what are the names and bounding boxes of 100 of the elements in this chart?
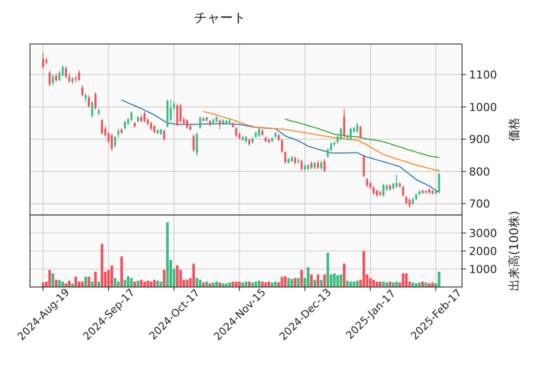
- candlestick: [218, 118, 221, 130]
- bar: [238, 282, 241, 287]
- bar: [215, 282, 218, 287]
- bar: [176, 265, 179, 287]
- y-tick-label: 1100: [469, 68, 497, 82]
- bar: [71, 283, 74, 287]
- candlestick: [280, 138, 284, 154]
- bar: [74, 276, 78, 287]
- candlestick: [360, 125, 362, 139]
- bar: [395, 282, 398, 287]
- candlestick: [396, 174, 398, 188]
- y-tick-label: 700: [469, 198, 490, 211]
- bar: [130, 278, 133, 287]
- bar: [166, 222, 169, 287]
- bar: [114, 278, 116, 287]
- bar: [258, 280, 260, 287]
- y-axis-title: 出来高(100株): [507, 210, 521, 292]
- bar: [192, 264, 195, 287]
- candlestick: [402, 185, 404, 198]
- bar: [251, 282, 254, 287]
- bar: [287, 278, 290, 287]
- candlestick: [163, 129, 166, 141]
- candlestick: [284, 150, 286, 164]
- bar: [107, 270, 110, 287]
- bar: [202, 282, 205, 287]
- candlestick: [356, 122, 358, 134]
- y-tick-label: 1000: [469, 263, 497, 276]
- bar: [388, 282, 392, 287]
- bar: [64, 283, 68, 287]
- y-tick-label: 800: [469, 165, 490, 178]
- candlestick: [192, 134, 195, 153]
- bar: [326, 252, 330, 287]
- bar: [84, 276, 87, 287]
- candlestick: [68, 72, 70, 84]
- candlestick: [48, 70, 51, 87]
- candlestick: [91, 100, 94, 118]
- candlestick: [176, 103, 178, 127]
- candlestick: [62, 65, 64, 78]
- candlestick: [64, 66, 68, 79]
- bar: [306, 267, 310, 287]
- bar: [146, 280, 150, 287]
- bar: [323, 274, 326, 287]
- bar: [369, 278, 372, 287]
- candlestick: [94, 92, 96, 110]
- candlestick: [258, 127, 260, 138]
- candlestick: [52, 74, 54, 86]
- candlestick: [117, 128, 120, 138]
- candlestick: [382, 183, 384, 198]
- bar: [88, 276, 90, 287]
- bar: [58, 280, 61, 287]
- candlestick: [324, 158, 326, 173]
- candlestick: [199, 116, 202, 130]
- candlestick: [88, 94, 90, 108]
- candlestick: [180, 103, 182, 123]
- bar: [362, 251, 366, 287]
- candlestick: [366, 177, 368, 188]
- bar: [352, 282, 356, 287]
- bar: [244, 282, 248, 287]
- candlestick: [58, 70, 60, 82]
- bar: [68, 280, 71, 287]
- candlestick: [78, 70, 80, 82]
- bar: [274, 282, 277, 287]
- bar: [179, 270, 182, 287]
- bar: [280, 276, 284, 287]
- candlestick: [130, 110, 132, 122]
- chart-title: チャート: [194, 11, 246, 26]
- candlestick: [42, 52, 44, 70]
- candlestick: [362, 154, 365, 178]
- bar: [310, 274, 313, 287]
- line-series: [121, 100, 440, 193]
- bar: [284, 276, 287, 287]
- candlestick: [408, 198, 411, 208]
- bar: [333, 273, 336, 287]
- candlestick: [100, 118, 104, 136]
- y-tick-label: 1000: [469, 100, 497, 114]
- bar: [136, 280, 140, 287]
- bar: [126, 276, 130, 287]
- bar: [382, 282, 385, 287]
- candlestick: [114, 136, 116, 148]
- bar: [196, 278, 198, 287]
- bar: [356, 280, 359, 287]
- y-tick-label: 900: [469, 133, 490, 146]
- bar: [405, 273, 408, 287]
- bar: [424, 282, 428, 287]
- bar: [208, 283, 212, 287]
- bar: [110, 265, 114, 287]
- bar: [156, 280, 159, 287]
- y-tick-label: 2000: [469, 245, 497, 258]
- bar: [94, 272, 97, 287]
- candlestick: [300, 159, 303, 172]
- y-tick-label: 3000: [469, 227, 497, 240]
- bar: [120, 256, 123, 287]
- bar: [162, 270, 166, 287]
- candlestick: [196, 132, 198, 156]
- candlestick: [350, 127, 352, 141]
- bar: [297, 278, 300, 287]
- bar: [143, 282, 146, 287]
- bar: [342, 264, 346, 287]
- candlestick: [343, 108, 346, 140]
- bar: [340, 274, 342, 287]
